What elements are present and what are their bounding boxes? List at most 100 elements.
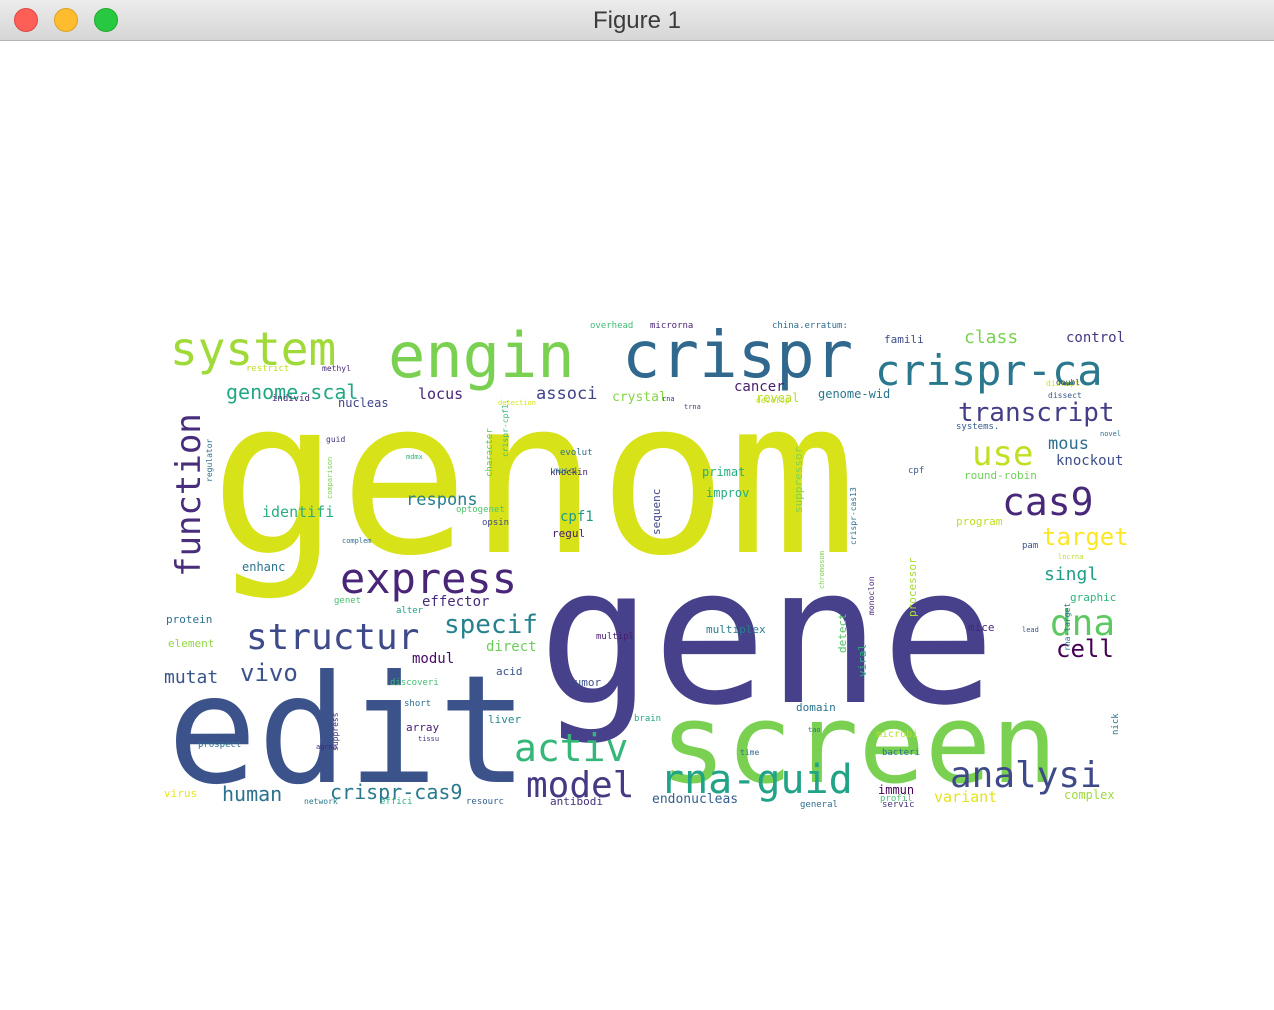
minimize-button[interactable] (54, 8, 78, 32)
word-cloud-word: opsin (482, 518, 509, 528)
word-cloud-word: singl (1044, 564, 1098, 585)
word-cloud-word: effector (422, 594, 489, 610)
word-cloud-word: network (304, 797, 338, 806)
word-cloud-word: multiplex (706, 623, 766, 636)
word-cloud-word: rna-target (1063, 603, 1072, 651)
word-cloud-word: locus (418, 385, 463, 403)
word-cloud-word: improv (706, 486, 749, 500)
word-cloud-word: crispr-ca (875, 346, 1103, 395)
word-cloud-word: round-robin (964, 469, 1037, 482)
word-cloud-word: methyl (322, 364, 351, 373)
word-cloud: genom gene edit screen crispr engin system cris… (160, 277, 1150, 813)
word-cloud-word: analysi (950, 755, 1102, 796)
word-cloud-word: tumor (568, 676, 601, 689)
word-cloud-word: suppressor (792, 446, 805, 513)
word-cloud-word: disrupt (1046, 379, 1080, 388)
word-cloud-word: cancer (734, 379, 785, 395)
word-cloud-word: use (972, 434, 1033, 474)
word-cloud-word: complem (342, 537, 372, 545)
word-cloud-word: class (964, 327, 1018, 348)
word-cloud-word: genome-wid (818, 387, 890, 401)
word-cloud-word: pam (1022, 541, 1038, 551)
word-cloud-word: endonucleas (652, 792, 738, 807)
word-cloud-word: cell (1056, 635, 1114, 663)
word-cloud-word: specif (444, 610, 538, 640)
word-cloud-word: regul (552, 527, 585, 540)
word-cloud-word: musci (554, 466, 578, 475)
word-cloud-word: graphic (1070, 591, 1116, 604)
close-button[interactable] (14, 8, 38, 32)
word-cloud-word: viral (856, 644, 869, 677)
word-cloud-word: mdmx (406, 453, 423, 461)
word-cloud-word: monoclon (867, 576, 876, 615)
word-cloud-word: processor (906, 557, 919, 617)
word-cloud-word: dissect (1048, 391, 1082, 400)
word-cloud-word: respons (406, 490, 478, 510)
word-cloud-word: program (956, 515, 1003, 528)
word-cloud-word: brain (634, 714, 661, 724)
word-cloud-word: agrna (316, 743, 337, 751)
word-cloud-word: tao (808, 726, 821, 734)
word-cloud-word: crystal (612, 390, 667, 405)
word-cloud-word: character (485, 428, 495, 477)
zoom-button[interactable] (94, 8, 118, 32)
word-cloud-word: optogenet (456, 505, 505, 515)
figure-canvas: genom gene edit screen crispr engin system cris… (0, 41, 1274, 1010)
word-cloud-word: comparison (326, 457, 334, 499)
word-cloud-word: model (526, 765, 634, 806)
word-cloud-word: evolut (560, 448, 593, 458)
word-cloud-word: general (800, 800, 838, 810)
word-cloud-word: dna (1050, 603, 1115, 644)
word-cloud-word: crispr-cpf1. (501, 399, 510, 457)
word-cloud-word: short (404, 699, 431, 709)
word-cloud-word: restrict (246, 364, 289, 374)
word-cloud-word: genom (210, 352, 857, 603)
title-bar[interactable]: Figure 1 (0, 0, 1274, 41)
word-cloud-word: servic (882, 800, 915, 810)
word-cloud-word: nick (1111, 713, 1121, 735)
word-cloud-word: system (170, 322, 336, 376)
word-cloud-word: domain (796, 701, 836, 714)
word-cloud-word: express (340, 554, 517, 603)
word-cloud-word: genome-scal (226, 380, 358, 404)
word-cloud-word: identifi (262, 503, 334, 521)
word-cloud-word: suppress (331, 712, 340, 751)
word-cloud-word: profil (880, 794, 913, 804)
word-cloud-word: microrna (650, 321, 693, 331)
word-cloud-word: function (169, 413, 209, 577)
word-cloud-word: lead (1022, 626, 1039, 634)
word-cloud-word: famili (884, 333, 924, 346)
word-cloud-word: cpf1 (560, 509, 594, 525)
word-cloud-word: acid (496, 665, 523, 678)
word-cloud-word: cas9 (1002, 480, 1094, 524)
word-cloud-word: crispr-cas9 (330, 780, 462, 804)
word-cloud-word: knockin (550, 468, 588, 478)
word-cloud-word: microbi (876, 729, 918, 740)
word-cloud-word: discoveri (390, 678, 439, 688)
word-cloud-word: overhead (590, 321, 633, 331)
word-cloud-word: rna (662, 395, 675, 403)
word-cloud-word: element (168, 637, 214, 650)
word-cloud-word: systems. (956, 422, 999, 432)
word-cloud-word: regulator (205, 438, 214, 482)
word-cloud-word: alter (396, 606, 424, 616)
word-cloud-word: chromosom (818, 551, 826, 589)
word-cloud-word: crispr (622, 319, 853, 393)
word-cloud-word: modul (412, 651, 454, 667)
word-cloud-word: sequenc (650, 489, 663, 535)
word-cloud-word: mice (968, 621, 995, 634)
word-cloud-word: cpf (908, 466, 924, 476)
word-cloud-word: array (406, 721, 439, 734)
word-cloud-word: enhanc (242, 560, 285, 574)
word-cloud-word: develop (756, 396, 790, 405)
word-cloud-word: china.erratum: (772, 321, 848, 331)
word-cloud-word: guid (326, 435, 345, 444)
word-cloud-word: primat (702, 465, 745, 479)
word-cloud-word: screen (660, 680, 1057, 808)
word-cloud-word: transcript (958, 398, 1115, 428)
word-cloud-word: virus (164, 787, 197, 800)
word-cloud-word: tissu (418, 735, 439, 743)
word-cloud-word: antibodi (550, 795, 603, 808)
